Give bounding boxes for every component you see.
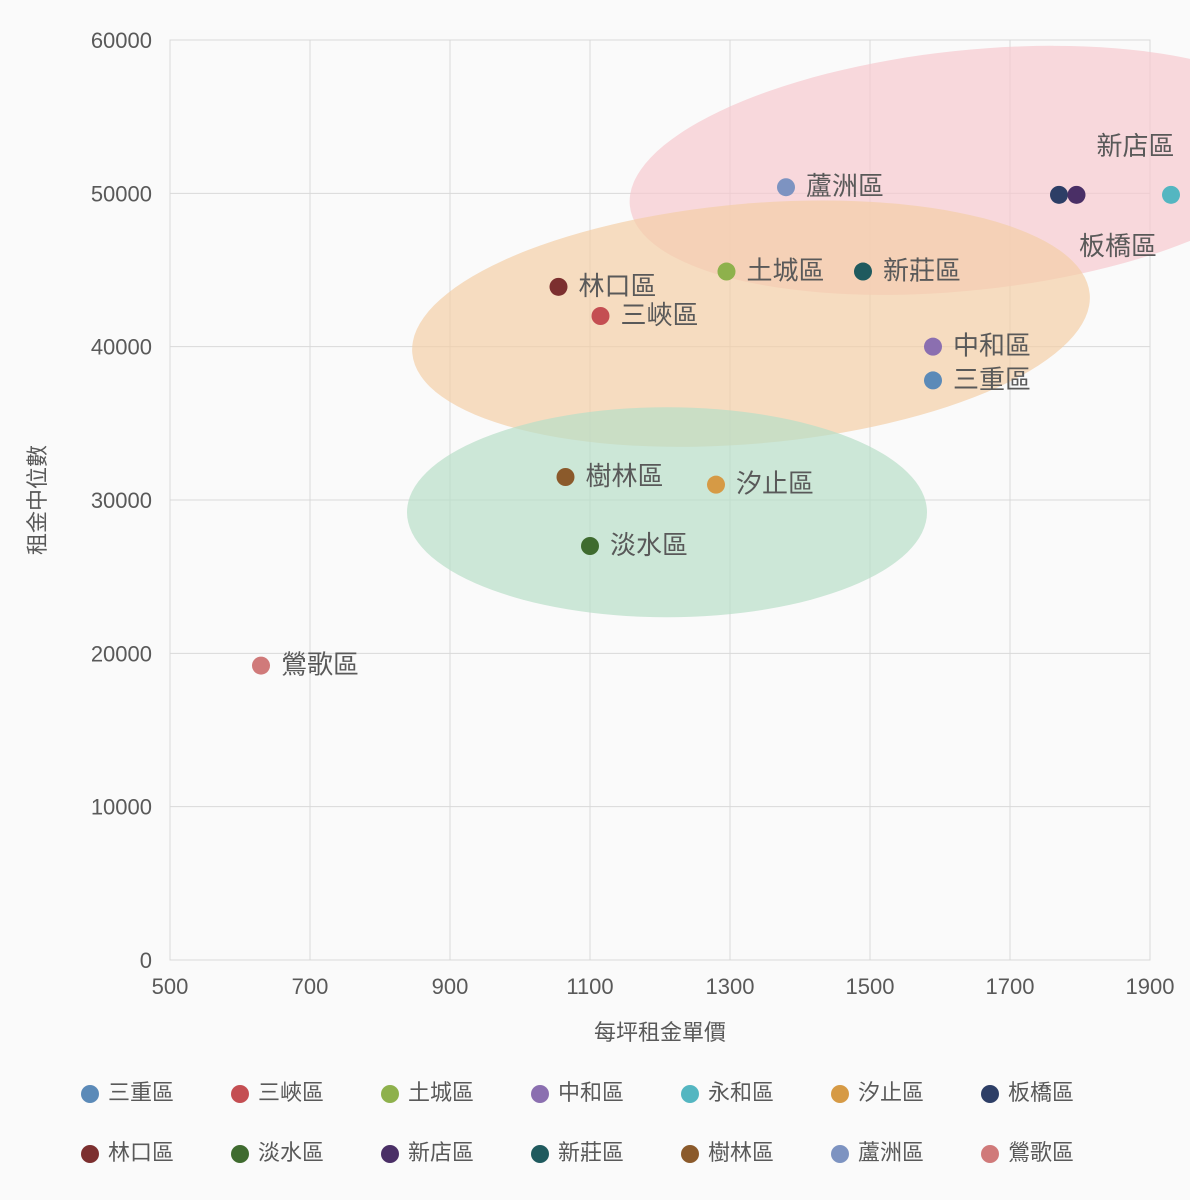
legend-marker [531,1145,549,1163]
data-point-label: 土城區 [747,256,825,286]
legend-label: 林口區 [108,1140,174,1165]
rent-scatter-chart: 500 700 900 1100 1300 1500 1700 1900 0 10000 20000… [0,0,1190,1200]
data-point-label: 新店區 [1097,131,1175,161]
data-point-label: 新莊區 [883,256,961,286]
data-point-label: 樹林區 [586,461,664,491]
data-point-label: 汐止區 [736,469,814,499]
x-tick-label: 1100 [566,974,613,999]
data-point [592,307,610,325]
data-point-label: 林口區 [579,271,657,301]
x-tick-label: 1700 [986,974,1035,999]
data-point [1162,186,1180,204]
legend-label: 汐止區 [858,1080,924,1105]
data-point [1068,186,1086,204]
legend-label: 新莊區 [558,1140,624,1165]
data-point [924,371,942,389]
legend-marker [381,1085,399,1103]
y-tick-label: 40000 [91,335,152,360]
x-tick-label: 900 [432,974,469,999]
x-tick-label: 700 [292,974,329,999]
y-tick-label: 60000 [91,28,152,53]
data-point-label: 鶯歌區 [281,650,359,680]
x-tick-label: 1300 [706,974,755,999]
legend-marker [681,1085,699,1103]
data-point-label: 中和區 [953,331,1031,361]
x-tick-label: 1900 [1126,974,1175,999]
data-point [777,178,795,196]
legend-label: 板橋區 [1008,1080,1074,1105]
y-tick-label: 10000 [91,795,152,820]
data-point [1050,186,1068,204]
data-point-label: 三重區 [953,364,1031,394]
legend-marker [981,1085,999,1103]
data-point [707,476,725,494]
data-point [581,537,599,555]
x-tick-label: 500 [152,974,189,999]
data-point [718,263,736,281]
legend-label: 淡水區 [258,1140,324,1165]
legend-label: 三重區 [108,1080,174,1105]
x-axis-label: 每坪租金單價 [594,1020,726,1045]
data-point [924,338,942,356]
data-point [854,263,872,281]
data-point [252,657,270,675]
legend-marker [681,1145,699,1163]
y-tick-label: 20000 [91,641,152,666]
legend-marker [531,1085,549,1103]
y-tick-label: 50000 [91,181,152,206]
legend-marker [831,1145,849,1163]
legend-label: 中和區 [558,1080,624,1105]
legend-label: 永和區 [708,1080,774,1105]
legend-label: 新店區 [408,1140,474,1165]
data-point-label: 淡水區 [610,530,688,560]
data-point [550,278,568,296]
data-point-label: 蘆洲區 [806,171,884,201]
legend-marker [231,1085,249,1103]
y-tick-label: 0 [140,948,152,973]
legend-marker [231,1145,249,1163]
legend-marker [381,1145,399,1163]
legend-marker [981,1145,999,1163]
data-point-label: 三峽區 [621,300,699,330]
legend-marker [81,1085,99,1103]
x-tick-label: 1500 [846,974,895,999]
legend-label: 土城區 [408,1080,474,1105]
legend-label: 樹林區 [708,1140,774,1165]
legend-marker [831,1085,849,1103]
legend-label: 鶯歌區 [1008,1140,1074,1165]
legend-label: 蘆洲區 [858,1140,924,1165]
y-tick-label: 30000 [91,488,152,513]
legend-marker [81,1145,99,1163]
chart-svg: 500 700 900 1100 1300 1500 1700 1900 0 10000 20000… [0,0,1190,1200]
data-point-label: 板橋區 [1079,231,1157,261]
y-axis-label: 租金中位數 [25,445,50,555]
legend-label: 三峽區 [258,1080,324,1105]
cluster-ellipse [407,407,927,617]
data-point [557,468,575,486]
